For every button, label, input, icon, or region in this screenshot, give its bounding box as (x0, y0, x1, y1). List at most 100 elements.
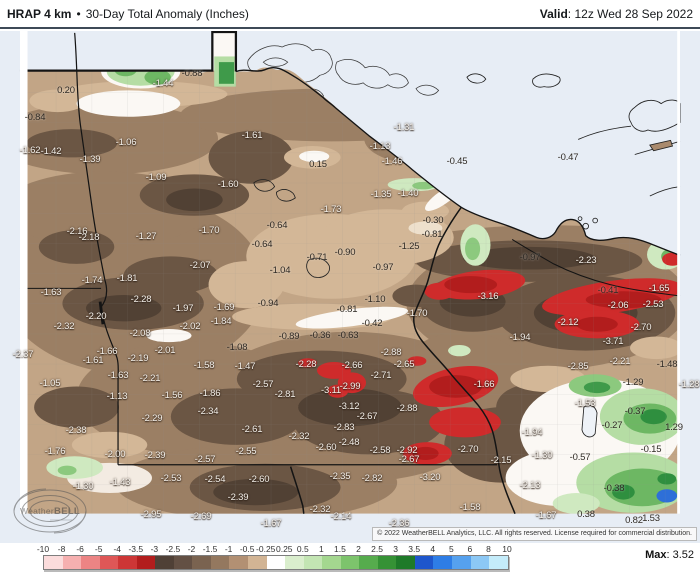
map-value-label: -2.29 (141, 413, 163, 424)
colorbar-tick-label: -1.5 (202, 544, 218, 554)
map-value-label: -1.08 (226, 342, 248, 353)
colorbar-tick-label: 1 (319, 544, 324, 554)
map-value-label: -0.94 (257, 298, 279, 309)
colorbar-segment (62, 556, 82, 569)
map-value-label: -1.60 (217, 179, 239, 190)
colorbar-segment (118, 556, 137, 569)
map-value-label: -2.65 (393, 359, 415, 370)
map-value-label: -1.27 (135, 231, 157, 242)
map-value-label: -2.88 (396, 403, 418, 414)
map-value-label: -2.28 (130, 294, 152, 305)
map-value-label: -2.18 (78, 232, 100, 243)
map-value-label: -1.47 (234, 361, 256, 372)
map-value-label: -1.65 (648, 283, 670, 294)
map-value-label: -1.42 (40, 146, 62, 157)
map-value-label: 1.53 (642, 513, 660, 524)
map-value-label: -0.84 (24, 112, 46, 123)
map-value-label: -0.27 (601, 420, 623, 431)
map-value-label: -1.94 (509, 332, 531, 343)
map-art (19, 31, 681, 515)
colorbar-tick-label: 5 (448, 544, 454, 554)
colorbar-tick-label: -6 (76, 544, 84, 554)
colorbar-segment (452, 556, 471, 569)
map-value-label: -1.40 (397, 188, 419, 199)
map-value-label: -2.55 (235, 446, 257, 457)
map-value-label: -1.61 (82, 355, 104, 366)
colorbar-tick-label: -0.5 (239, 544, 255, 554)
map-value-label: 0.82 (625, 515, 643, 526)
map-value-label: -1.30 (72, 481, 94, 492)
map-value-label: -1.66 (473, 379, 495, 390)
weatherbell-watermark: WeatherBELL (10, 483, 90, 539)
map-value-label: -2.82 (361, 473, 383, 484)
map-value-label: -2.19 (127, 353, 149, 364)
colorbar-tick-label: -3.5 (128, 544, 144, 554)
colorbar-tick-label: 2 (356, 544, 361, 554)
valid-time: Valid: 12z Wed 28 Sep 2022 (539, 6, 693, 21)
colorbar-segment (210, 556, 230, 569)
map-value-label: -2.12 (557, 317, 579, 328)
map-value-label: -2.02 (179, 321, 201, 332)
map-value-label: -1.44 (152, 78, 174, 89)
map-value-label: -0.88 (181, 68, 203, 79)
colorbar-segment (248, 556, 267, 569)
map-value-label: -3.20 (419, 472, 441, 483)
map-value-label: -2.00 (104, 449, 126, 460)
map-value-label: -1.84 (210, 316, 232, 327)
map-value-label: -1.05 (39, 378, 61, 389)
colorbar-tick-label: -8 (57, 544, 66, 554)
colorbar-tick-label: 1.5 (334, 544, 346, 554)
map-value-label: -2.70 (630, 322, 652, 333)
watermark-swirl-icon (13, 488, 87, 534)
map-value-label: -2.85 (567, 361, 589, 372)
colorbar-tick-label: -2.5 (165, 544, 181, 554)
map-value-label: -2.07 (189, 260, 211, 271)
map-value-label: -1.58 (459, 502, 481, 513)
map-value-label: -2.57 (252, 379, 274, 390)
colorbar-tick-label: 4 (430, 544, 436, 554)
map-value-label: -1.67 (535, 510, 557, 521)
map-value-label: -1.46 (381, 156, 403, 167)
map-value-label: -3.11 (321, 385, 341, 396)
product-name: HRAP 4 km (7, 6, 72, 21)
map-value-label: 0.20 (57, 85, 75, 96)
map-value-label: -1.30 (531, 450, 553, 461)
colorbar-segment (192, 556, 211, 569)
product-variable: 30-Day Total Anomaly (Inches) (85, 6, 249, 21)
map-value-label: -0.71 (306, 252, 328, 263)
map-value-label: -2.32 (53, 321, 75, 332)
map-value-label: -2.81 (274, 389, 296, 400)
colorbar-legend: -10 -8 -6 -5 -4 -3.5 -3 -2.5 -2 -1.5 -1 -0.5 -0.25 0.… (0, 543, 700, 575)
map-value-label: -2.38 (65, 425, 87, 436)
map-value-label: -1.76 (44, 446, 66, 457)
map-value-label: 0.15 (309, 159, 327, 170)
map-value-label: -0.47 (557, 152, 579, 163)
colorbar-tick-label: 3 (393, 544, 398, 554)
map-value-label: -1.97 (172, 303, 194, 314)
map-value-label: -1.25 (398, 241, 420, 252)
map-value-label: -2.66 (341, 360, 363, 371)
map-value-label: -3.16 (477, 291, 499, 302)
map-value-label: -0.81 (336, 304, 358, 315)
map-value-label: -0.89 (278, 331, 300, 342)
map-value-label: -1.28 (678, 379, 700, 390)
map-value-label: -2.37 (12, 349, 34, 360)
map-value-label: -2.54 (204, 474, 226, 485)
map-value-label: -0.36 (309, 330, 331, 341)
colorbar-segment (489, 556, 508, 569)
colorbar-tick-label: 0.5 (296, 544, 309, 554)
map-value-label: -1.06 (115, 137, 137, 148)
map-title: HRAP 4 km • 30-Day Total Anomaly (Inches) (7, 6, 249, 21)
map-value-label: -1.61 (241, 130, 263, 141)
map-canvas: 0.20 -0.84 -1.44 -0.88 -1.62 -1.42 -1.39 -1.06 -… (0, 31, 700, 543)
colorbar-segment (99, 556, 119, 569)
colorbar-segment (303, 556, 323, 569)
colorbar-tick-label: -2 (187, 544, 196, 554)
lake-superior-islands (466, 73, 681, 230)
map-value-label: -1.13 (369, 141, 391, 152)
colorbar-segment (44, 556, 63, 569)
colorbar-segment (81, 556, 100, 569)
map-value-label: -2.28 (295, 359, 317, 370)
colorbar-segment (266, 556, 286, 569)
map-value-label: -2.16 (66, 226, 88, 237)
